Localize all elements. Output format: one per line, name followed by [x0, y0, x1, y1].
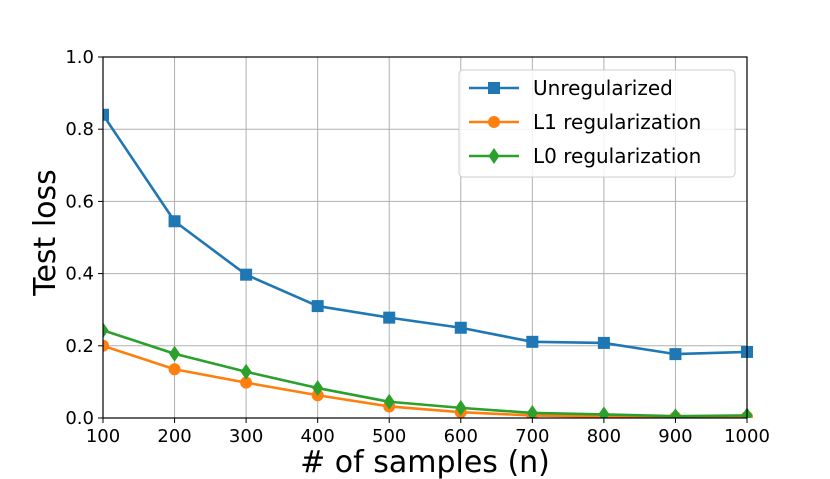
- legend-item: L0 regularization: [469, 144, 701, 168]
- data-point: [526, 335, 539, 348]
- data-point: [103, 108, 109, 121]
- series-0: [103, 108, 753, 361]
- x-tick-label: 600: [444, 426, 478, 447]
- x-tick-label: 700: [515, 426, 549, 447]
- data-point: [103, 322, 109, 339]
- legend-label: Unregularized: [533, 76, 673, 100]
- legend-item: Unregularized: [469, 76, 673, 100]
- series-line: [103, 114, 748, 356]
- series-layer: [103, 108, 753, 418]
- data-point: [454, 321, 467, 334]
- x-axis-title: # of samples (n): [300, 445, 550, 479]
- data-point: [598, 406, 610, 418]
- x-tick-label: 300: [229, 426, 263, 447]
- x-tick-label: 800: [587, 426, 621, 447]
- legend-label: L1 regularization: [533, 110, 701, 134]
- data-point: [455, 399, 467, 416]
- y-tick-label: 0.2: [65, 336, 94, 357]
- axis-ticks: 100 200 300 400 500 600 700 800 900 1000 0.0 0.2 0.4…: [65, 47, 770, 447]
- x-tick-label: 900: [658, 426, 692, 447]
- legend-box: [458, 69, 736, 178]
- data-point: [168, 363, 181, 376]
- legend-marker: [488, 148, 500, 164]
- y-tick-label: 0.8: [65, 119, 94, 140]
- y-tick-label: 0.0: [65, 408, 94, 429]
- data-point: [240, 363, 252, 380]
- x-tick-label: 400: [300, 426, 334, 447]
- legend: Unregularized L1 regularization L0 regular…: [458, 69, 736, 178]
- series-1: [103, 339, 753, 418]
- data-point: [597, 336, 610, 349]
- data-point: [669, 348, 682, 361]
- x-tick-label: 1000: [724, 426, 770, 447]
- data-point: [240, 376, 253, 389]
- series-line: [103, 329, 748, 418]
- data-point: [311, 300, 324, 313]
- data-point: [240, 268, 253, 281]
- data-point: [168, 215, 181, 228]
- x-tick-label: 500: [372, 426, 406, 447]
- legend-label: L0 regularization: [533, 144, 701, 168]
- x-tick-label: 100: [86, 426, 120, 447]
- data-point: [312, 380, 324, 397]
- y-axis-title: Test loss: [28, 169, 63, 297]
- y-tick-label: 0.6: [65, 191, 94, 212]
- data-point: [669, 408, 681, 418]
- data-point: [383, 311, 396, 324]
- data-point: [383, 393, 395, 410]
- legend-marker: [488, 116, 500, 128]
- legend-marker: [488, 82, 500, 94]
- series-line: [103, 344, 748, 418]
- x-tick-label: 200: [157, 426, 191, 447]
- plot-frame: [102, 56, 748, 419]
- y-tick-label: 1.0: [65, 47, 94, 68]
- legend-item: L1 regularization: [469, 110, 701, 134]
- data-point: [526, 404, 538, 418]
- series-2: [103, 322, 753, 418]
- data-point: [169, 345, 181, 362]
- y-tick-label: 0.4: [65, 264, 94, 285]
- data-point: [103, 339, 109, 352]
